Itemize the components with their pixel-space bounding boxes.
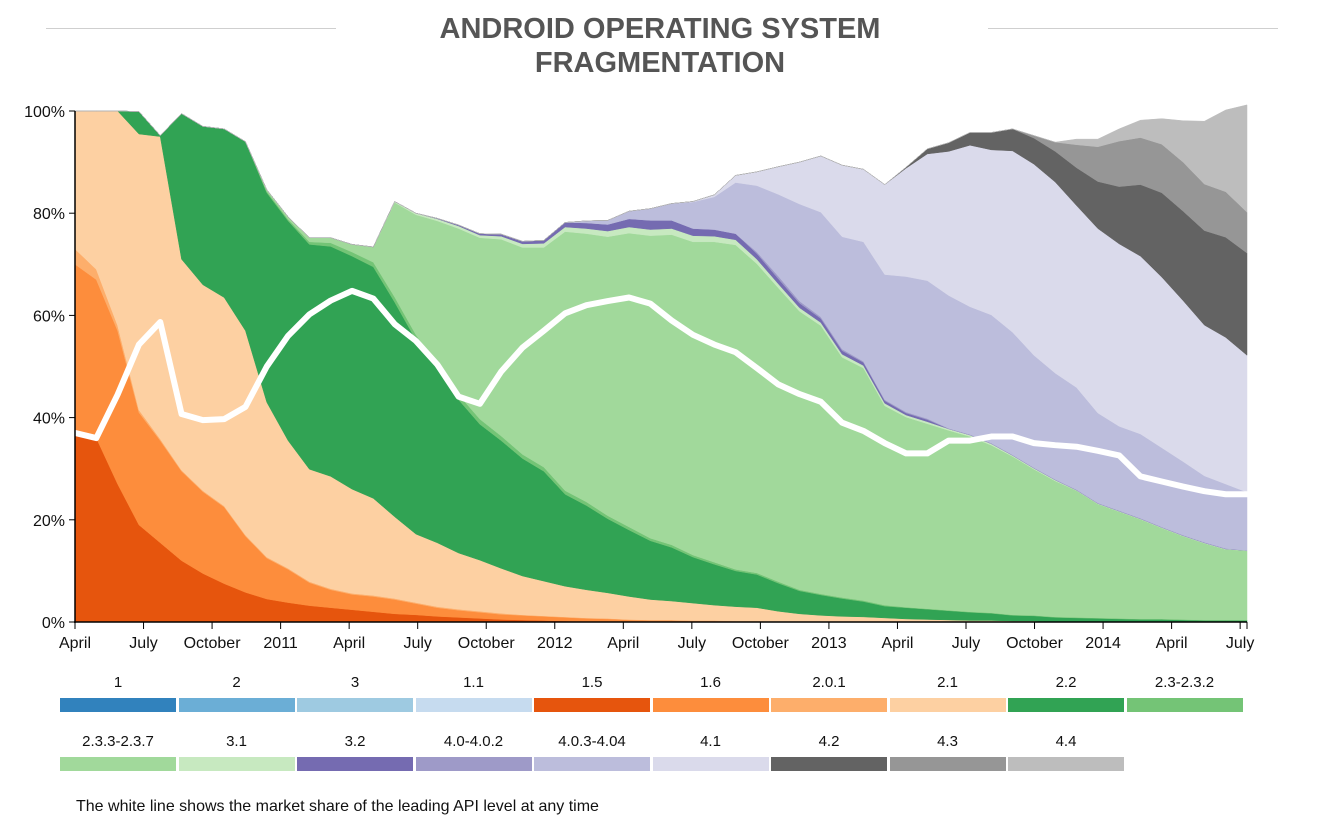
legend-label: 1.1	[463, 674, 484, 691]
legend-swatch	[652, 757, 769, 771]
legend-item-2: 2	[178, 674, 295, 714]
chart-title-line-1: ANDROID OPERATING SYSTEM	[439, 13, 881, 45]
x-tick-label: April	[333, 635, 365, 652]
x-tick-label: October	[184, 635, 242, 652]
x-tick-label: October	[458, 635, 516, 652]
legend-swatch	[178, 698, 295, 712]
legend-swatch	[60, 698, 176, 712]
x-tick-label: April	[59, 635, 91, 652]
x-tick-label: July	[403, 635, 431, 652]
x-tick-label: October	[1006, 635, 1064, 652]
area-chart: 0% 20% 40% 60% 80% 100% April July October 2011 Ap…	[24, 104, 1254, 652]
legend-item-4.1: 4.1	[652, 733, 769, 773]
leading-api-line-group	[72, 287, 1250, 498]
legend-swatch	[889, 698, 1006, 712]
legend-label: 1.6	[700, 674, 721, 691]
legend-item-1.5: 1.5	[534, 674, 650, 714]
legend-swatch	[415, 757, 532, 771]
x-tick-label: July	[678, 635, 706, 652]
legend-swatch	[652, 698, 769, 712]
legend-label: 2.3-2.3.2	[1154, 674, 1215, 691]
legend-swatch	[178, 757, 295, 771]
legend-swatch	[534, 757, 650, 771]
x-tick-label: April	[607, 635, 639, 652]
legend-label: 4.1	[700, 733, 721, 750]
legend-swatch	[297, 757, 413, 771]
x-tick-label: 2013	[811, 635, 847, 652]
legend-label: 2.1	[937, 674, 958, 691]
legend-item-2.2: 2.2	[1008, 674, 1124, 714]
x-tick-label: 2012	[537, 635, 573, 652]
legend-swatch	[771, 757, 887, 771]
legend-item-3.1: 3.1	[178, 733, 295, 773]
leading-api-line	[72, 287, 1250, 498]
x-tick-label: April	[881, 635, 913, 652]
legend-label: 1	[113, 674, 123, 691]
footnote: The white line shows the market share of…	[76, 798, 599, 815]
x-tick-label: October	[732, 635, 790, 652]
x-tick-label: July	[952, 635, 980, 652]
legend-label: 2.2	[1055, 674, 1077, 691]
area-series-4.4	[75, 104, 1248, 248]
legend-label: 3	[350, 674, 360, 691]
legend-swatch	[534, 698, 650, 712]
legend-label: 4.4	[1055, 733, 1077, 750]
legend-swatch	[1008, 757, 1124, 771]
legend-item-2.1: 2.1	[889, 674, 1006, 714]
title-rule-right	[988, 28, 1278, 29]
legend-label: 2.0.1	[812, 674, 846, 691]
x-tick-label: July	[1226, 635, 1254, 652]
legend-item-3: 3	[297, 674, 413, 714]
legend-item-4.0.3-4.04: 4.0.3-4.04	[534, 733, 650, 773]
legend-label: 3.2	[344, 733, 366, 750]
chart-title-line-2: FRAGMENTATION	[534, 47, 786, 79]
legend-item-1.1: 1.1	[415, 674, 532, 714]
legend-item-4.0-4.0.2: 4.0-4.0.2	[415, 733, 532, 773]
legend-label: 2	[232, 674, 241, 691]
legend-item-1.6: 1.6	[652, 674, 769, 714]
y-tick-label: 100%	[24, 104, 65, 121]
y-tick-label: 60%	[33, 308, 65, 325]
legend-swatch	[889, 757, 1006, 771]
legend-item-4.4: 4.4	[1008, 733, 1124, 773]
legend-item-4.3: 4.3	[889, 733, 1006, 773]
legend-label: 3.1	[226, 733, 247, 750]
legend-item-2.3.3-2.3.7: 2.3.3-2.3.7	[60, 733, 176, 773]
legend-label: 2.3.3-2.3.7	[82, 733, 154, 750]
legend-item-2.0.1: 2.0.1	[771, 674, 887, 714]
legend-item-2.3-2.3.2: 2.3-2.3.2	[1126, 674, 1243, 714]
y-tick-label: 40%	[33, 411, 65, 428]
legend-item-4.2: 4.2	[771, 733, 887, 773]
legend-swatch	[1126, 698, 1243, 712]
legend-label: 4.2	[818, 733, 840, 750]
legend-swatch	[60, 757, 176, 771]
legend-swatch	[297, 698, 413, 712]
legend-label: 4.0-4.0.2	[443, 733, 504, 750]
legend-label: 4.3	[937, 733, 958, 750]
x-tick-label: July	[129, 635, 157, 652]
legend-swatch	[771, 698, 887, 712]
x-tick-label: 2011	[263, 635, 298, 652]
legend-label: 4.0.3-4.04	[558, 733, 626, 750]
axes: 0% 20% 40% 60% 80% 100% April July October 2011 Ap…	[24, 104, 1254, 652]
x-tick-label: April	[1156, 635, 1188, 652]
legend-item-1: 1	[60, 674, 176, 714]
legend-item-3.2: 3.2	[297, 733, 413, 773]
legend-swatch	[415, 698, 532, 712]
legend-swatch	[1008, 698, 1124, 712]
title-rule-left	[46, 28, 336, 29]
y-tick-label: 80%	[33, 206, 65, 223]
legend-label: 1.5	[581, 674, 603, 691]
y-tick-label: 0%	[42, 615, 65, 632]
y-tick-label: 20%	[33, 513, 65, 530]
chart-title: ANDROID OPERATING SYSTEM FRAGMENTATION	[380, 12, 940, 80]
stacked-areas	[74, 104, 1248, 623]
x-tick-label: 2014	[1085, 635, 1121, 652]
